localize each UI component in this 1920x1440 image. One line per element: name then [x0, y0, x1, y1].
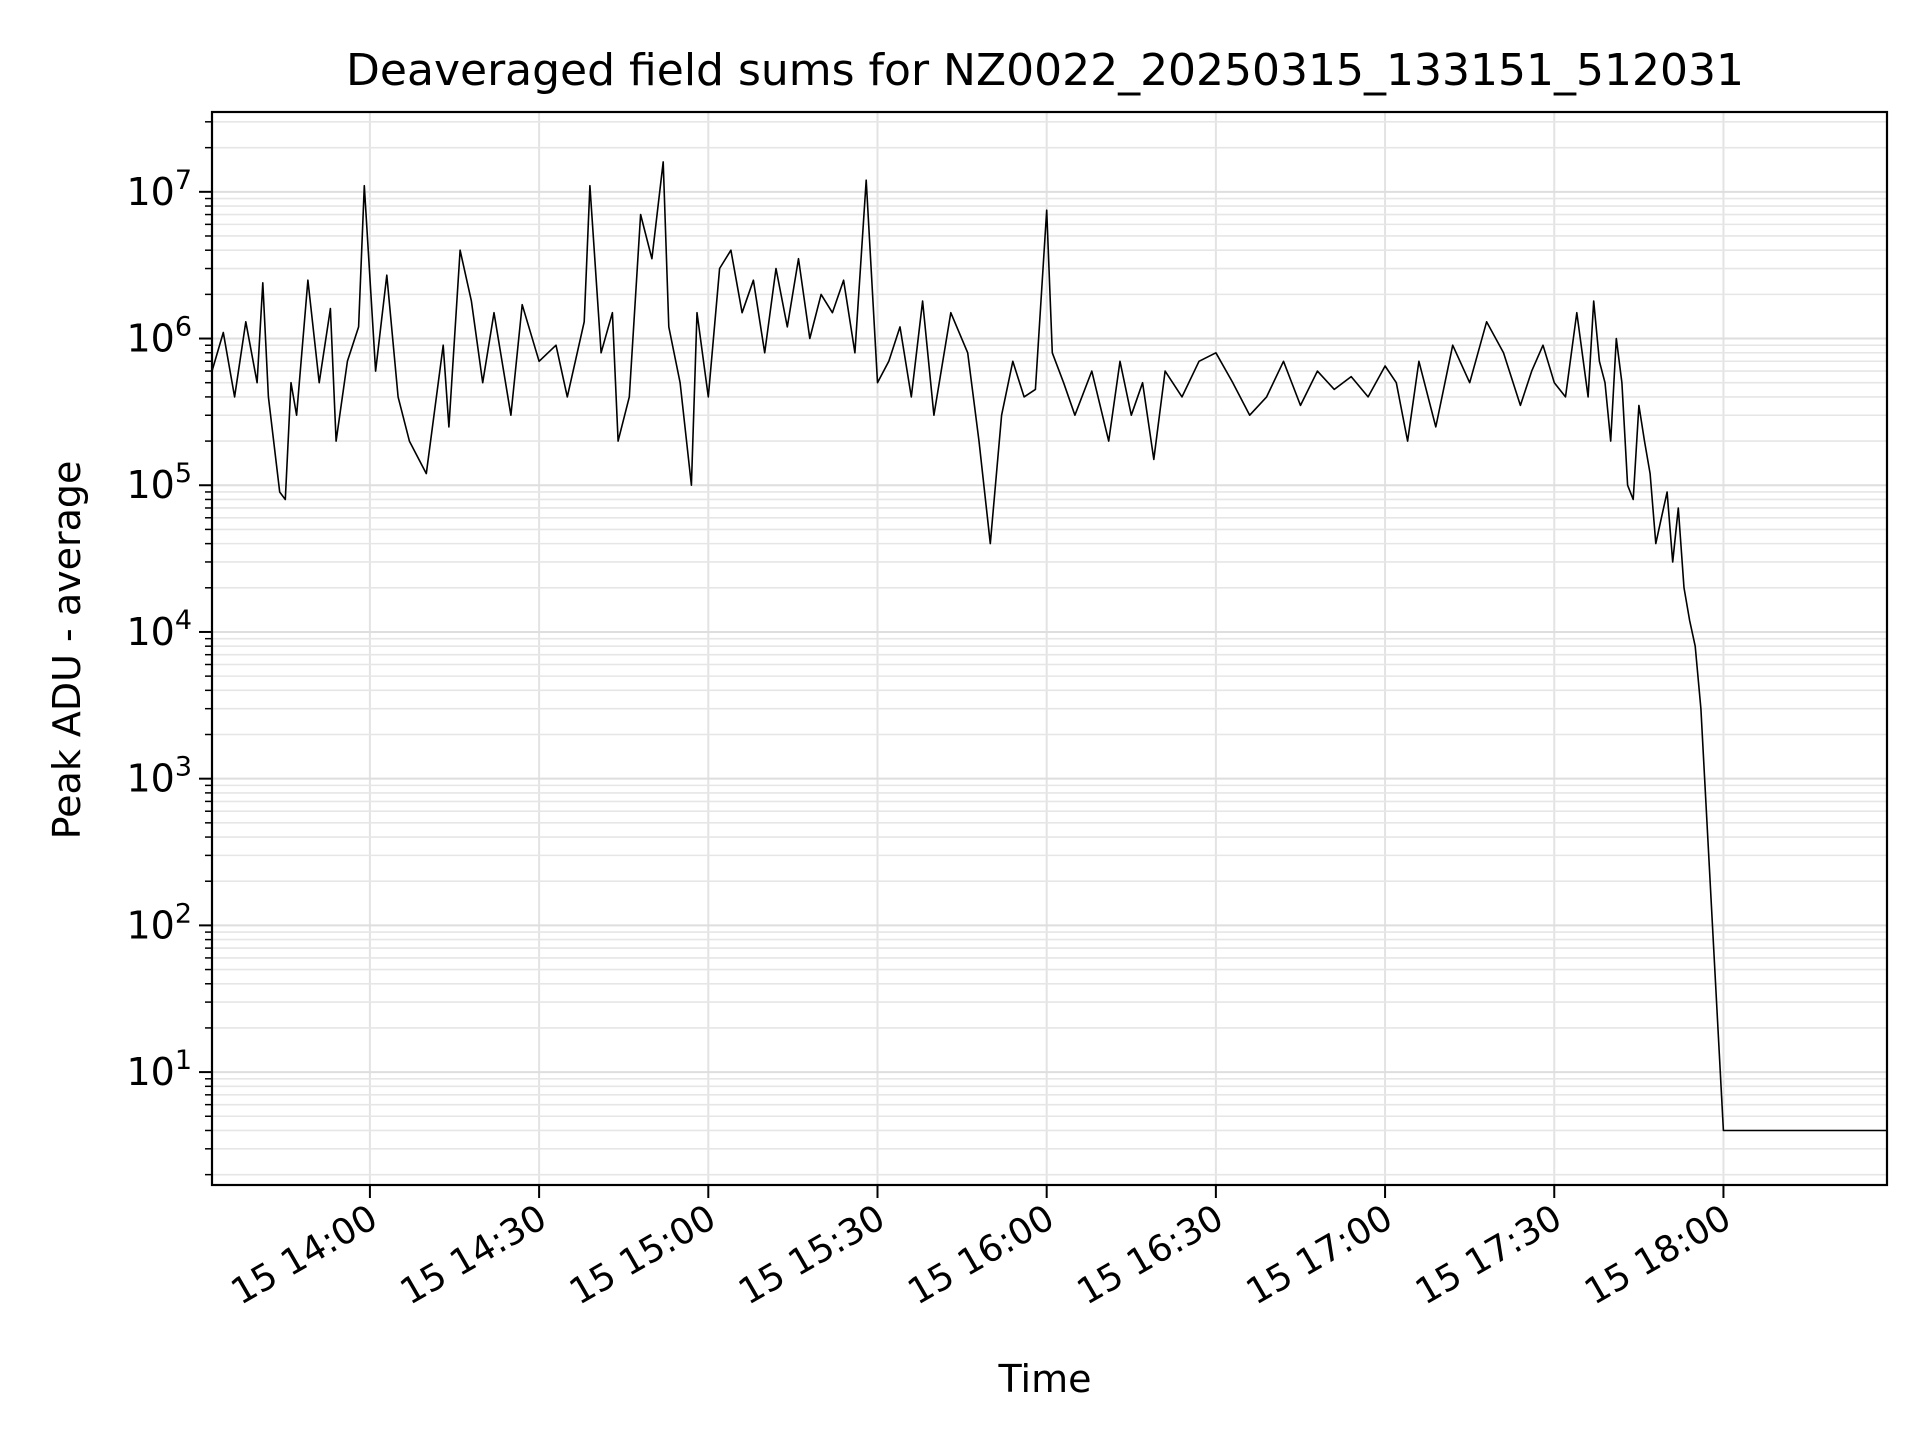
y-tick-label-exponent: 3 — [175, 752, 192, 783]
y-tick-label: 107 — [126, 165, 192, 214]
y-tick-label-exponent: 1 — [175, 1045, 192, 1076]
y-tick-label-base: 10 — [126, 463, 174, 507]
x-axis-label: Time — [998, 1357, 1092, 1401]
y-tick-label-exponent: 7 — [175, 165, 192, 196]
plot-area-frame — [210, 110, 1889, 1187]
series-line-0 — [211, 161, 1887, 1132]
y-tick-label-base: 10 — [126, 317, 174, 361]
y-tick-label-base: 10 — [126, 1050, 174, 1094]
y-tick-label: 101 — [126, 1045, 192, 1094]
y-tick-label-exponent: 6 — [175, 312, 192, 343]
chart-title: Deaveraged field sums for NZ0022_2025031… — [346, 45, 1744, 96]
y-tick-label-base: 10 — [126, 170, 174, 214]
y-tick-label-base: 10 — [126, 757, 174, 801]
y-tick-label: 102 — [126, 898, 192, 947]
y-grid-lines — [212, 121, 1887, 1176]
y-tick-label: 103 — [126, 752, 192, 801]
y-axis-label: Peak ADU - average — [45, 461, 89, 840]
y-tick-label: 105 — [126, 458, 192, 507]
y-tick-label: 106 — [126, 312, 192, 361]
x-grid-lines — [368, 112, 1725, 1185]
y-tick-label-base: 10 — [126, 610, 174, 654]
y-tick-label-exponent: 5 — [175, 458, 192, 489]
y-tick-label-base: 10 — [126, 903, 174, 947]
series-layer — [211, 161, 1887, 1132]
y-tick-label: 104 — [126, 605, 192, 654]
y-tick-label-exponent: 4 — [175, 605, 192, 636]
y-tick-label-exponent: 2 — [175, 898, 192, 929]
